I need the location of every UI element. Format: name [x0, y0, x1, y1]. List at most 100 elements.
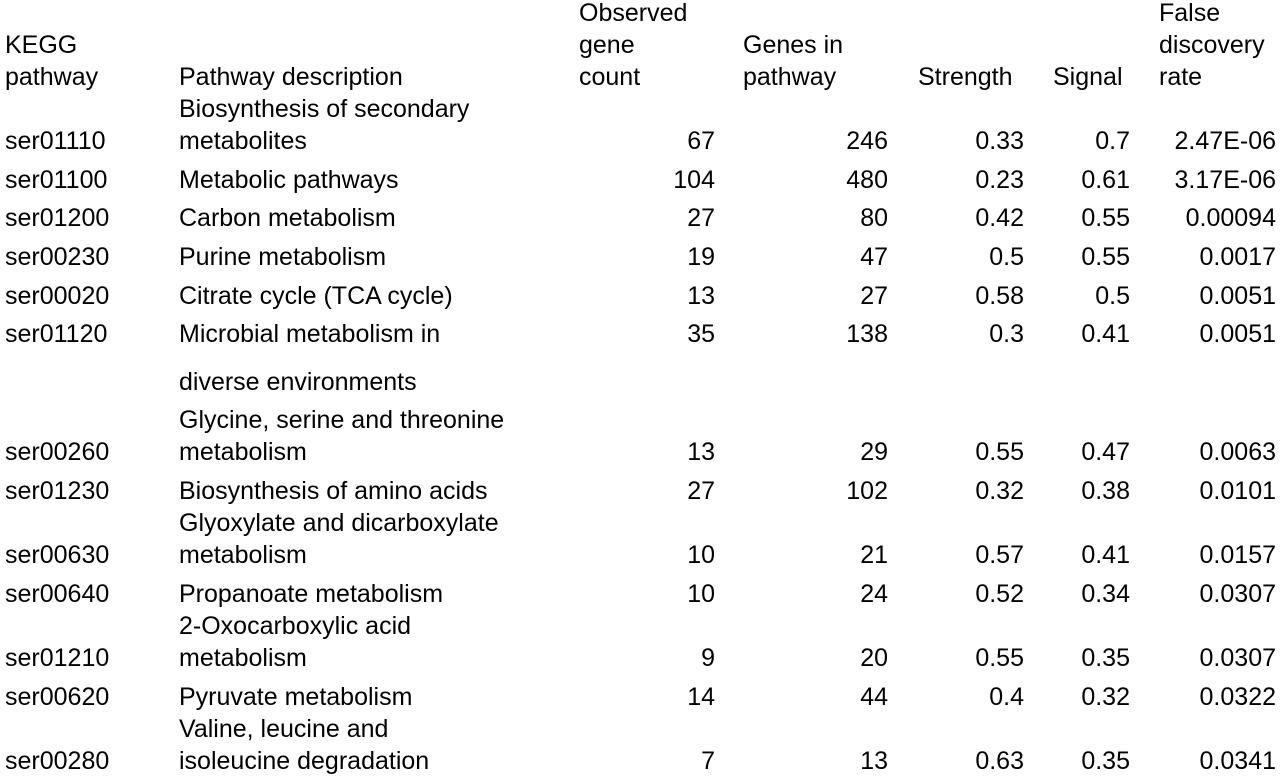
row-fdr: 2.47E-06: [1174, 127, 1276, 155]
header-signal: Signal: [1053, 63, 1123, 91]
row-fdr: 0.0322: [1199, 683, 1276, 711]
header-kegg-pathway: KEGG pathway: [5, 31, 99, 91]
row-genes-in-pathway: 20: [860, 644, 888, 672]
row-kegg-id: ser01200: [5, 204, 110, 232]
row-kegg-id: ser00640: [5, 580, 110, 608]
row-description: Propanoate metabolism: [179, 580, 444, 608]
row-fdr: 0.0051: [1199, 282, 1276, 310]
row-description: Biosynthesis of amino acids: [179, 477, 488, 505]
row-strength: 0.42: [975, 204, 1024, 232]
row-description: Valine, leucine and isoleucine degradati…: [179, 715, 430, 775]
row-fdr: 0.0307: [1199, 644, 1276, 672]
row-observed-count: 13: [687, 282, 715, 310]
row-kegg-id: ser00020: [5, 282, 110, 310]
row-genes-in-pathway: 44: [860, 683, 888, 711]
row-strength: 0.33: [975, 127, 1024, 155]
row-genes-in-pathway: 24: [860, 580, 888, 608]
row-fdr: 0.0017: [1199, 243, 1276, 271]
row-kegg-id: ser01230: [5, 477, 110, 505]
row-strength: 0.32: [975, 477, 1024, 505]
row-fdr: 0.0051: [1199, 320, 1276, 348]
row-observed-count: 27: [687, 477, 715, 505]
row-genes-in-pathway: 102: [846, 477, 888, 505]
row-description: Metabolic pathways: [179, 166, 399, 194]
row-kegg-id: ser01210: [5, 644, 110, 672]
row-genes-in-pathway: 80: [860, 204, 888, 232]
row-genes-in-pathway: 138: [846, 320, 888, 348]
row-description-continuation: diverse environments: [179, 368, 417, 396]
row-strength: 0.55: [975, 644, 1024, 672]
row-observed-count: 67: [687, 127, 715, 155]
row-observed-count: 9: [701, 644, 715, 672]
row-signal: 0.5: [1095, 282, 1130, 310]
row-genes-in-pathway: 27: [860, 282, 888, 310]
row-observed-count: 35: [687, 320, 715, 348]
row-kegg-id: ser00630: [5, 541, 110, 569]
row-observed-count: 7: [701, 747, 715, 775]
row-fdr: 0.0063: [1199, 438, 1276, 466]
row-genes-in-pathway: 246: [846, 127, 888, 155]
row-fdr: 0.00094: [1185, 204, 1276, 232]
row-strength: 0.4: [989, 683, 1024, 711]
row-fdr: 0.0307: [1199, 580, 1276, 608]
row-description: Glyoxylate and dicarboxylate metabolism: [179, 509, 499, 569]
row-fdr: 0.0341: [1199, 747, 1276, 775]
header-strength: Strength: [918, 63, 1013, 91]
row-kegg-id: ser00620: [5, 683, 110, 711]
row-observed-count: 19: [687, 243, 715, 271]
row-fdr: 0.0157: [1199, 541, 1276, 569]
row-strength: 0.5: [989, 243, 1024, 271]
row-signal: 0.41: [1081, 320, 1130, 348]
row-signal: 0.7: [1095, 127, 1130, 155]
row-observed-count: 14: [687, 683, 715, 711]
row-observed-count: 13: [687, 438, 715, 466]
row-kegg-id: ser01100: [5, 166, 108, 194]
row-signal: 0.55: [1081, 243, 1130, 271]
row-observed-count: 27: [687, 204, 715, 232]
row-strength: 0.55: [975, 438, 1024, 466]
row-genes-in-pathway: 29: [860, 438, 888, 466]
row-signal: 0.38: [1081, 477, 1130, 505]
row-description: Purine metabolism: [179, 243, 387, 271]
header-false-discovery-rate: False discovery rate: [1159, 0, 1265, 91]
row-description: Biosynthesis of secondary metabolites: [179, 95, 470, 155]
row-kegg-id: ser01110: [5, 127, 106, 155]
header-genes-in-pathway: Genes in pathway: [743, 31, 844, 91]
row-observed-count: 10: [687, 580, 715, 608]
row-signal: 0.35: [1081, 747, 1130, 775]
row-kegg-id: ser00260: [5, 438, 110, 466]
row-observed-count: 104: [673, 166, 715, 194]
row-signal: 0.32: [1081, 683, 1130, 711]
row-signal: 0.34: [1081, 580, 1130, 608]
row-description: Carbon metabolism: [179, 204, 396, 232]
row-observed-count: 10: [687, 541, 715, 569]
row-kegg-id: ser00280: [5, 747, 110, 775]
row-signal: 0.55: [1081, 204, 1130, 232]
row-strength: 0.57: [975, 541, 1024, 569]
row-strength: 0.58: [975, 282, 1024, 310]
row-genes-in-pathway: 480: [846, 166, 888, 194]
row-description: Microbial metabolism in: [179, 320, 441, 348]
row-description: Pyruvate metabolism: [179, 683, 413, 711]
row-genes-in-pathway: 47: [860, 243, 888, 271]
header-pathway-description: Pathway description: [179, 63, 403, 91]
row-strength: 0.23: [975, 166, 1024, 194]
row-signal: 0.47: [1081, 438, 1130, 466]
row-strength: 0.63: [975, 747, 1024, 775]
row-strength: 0.52: [975, 580, 1024, 608]
row-strength: 0.3: [989, 320, 1024, 348]
row-signal: 0.61: [1081, 166, 1130, 194]
row-genes-in-pathway: 21: [860, 541, 888, 569]
row-kegg-id: ser00230: [5, 243, 110, 271]
row-genes-in-pathway: 13: [860, 747, 888, 775]
row-description: Citrate cycle (TCA cycle): [179, 282, 453, 310]
row-fdr: 3.17E-06: [1174, 166, 1276, 194]
row-signal: 0.35: [1081, 644, 1130, 672]
row-description: 2-Oxocarboxylic acid metabolism: [179, 612, 412, 672]
header-observed-gene-count: Observed gene count: [579, 0, 688, 91]
row-signal: 0.41: [1081, 541, 1130, 569]
row-kegg-id: ser01120: [5, 320, 108, 348]
row-description: Glycine, serine and threonine metabolism: [179, 406, 505, 466]
row-fdr: 0.0101: [1199, 477, 1276, 505]
